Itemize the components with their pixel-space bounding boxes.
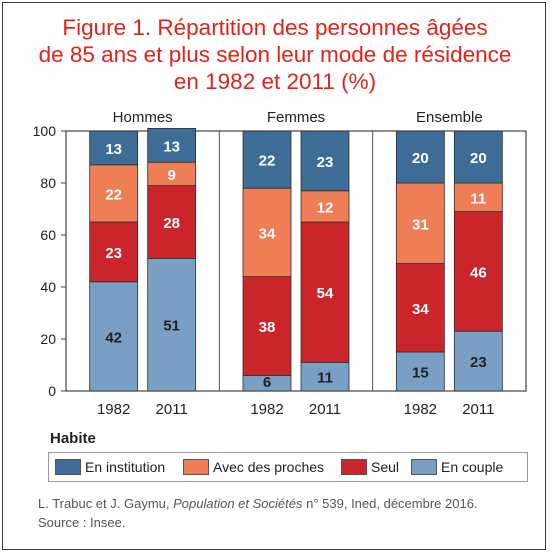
data-label: 28 bbox=[163, 215, 180, 232]
bar-segment bbox=[89, 221, 139, 283]
data-label: 34 bbox=[412, 301, 429, 318]
bar-segment bbox=[242, 130, 292, 189]
data-label: 22 bbox=[105, 186, 122, 203]
bar-segment bbox=[242, 276, 292, 376]
title-line-1: Figure 1. Répartition des personnes âgée… bbox=[62, 15, 488, 40]
legend-swatch-seul bbox=[341, 459, 367, 475]
bar-segment bbox=[395, 351, 445, 392]
legend-swatch-avec-des-proches bbox=[183, 459, 209, 475]
data-label: 9 bbox=[167, 167, 175, 184]
data-label: 23 bbox=[317, 154, 334, 171]
y-tick-label: 100 bbox=[33, 123, 57, 139]
x-tick-label: 2011 bbox=[462, 401, 494, 418]
source-rest: n° 539, Ined, décembre 2016. bbox=[302, 496, 478, 511]
bar-segment bbox=[300, 190, 350, 223]
y-tick-label: 40 bbox=[40, 279, 56, 295]
data-label: 22 bbox=[259, 153, 276, 170]
data-label: 34 bbox=[259, 225, 276, 242]
bar-segment bbox=[300, 361, 350, 392]
data-label: 11 bbox=[470, 190, 486, 207]
data-label: 20 bbox=[470, 150, 487, 167]
source-journal: Population et Sociétés bbox=[173, 496, 303, 511]
data-label: 23 bbox=[105, 245, 122, 262]
bar-segment bbox=[147, 185, 197, 259]
x-tick-label: 2011 bbox=[156, 401, 188, 418]
plot-frame bbox=[65, 130, 527, 392]
data-label: 11 bbox=[317, 370, 333, 387]
data-label: 15 bbox=[412, 365, 429, 382]
group-label: Femmes bbox=[267, 109, 325, 126]
legend: En institution Avec des proches Seul En … bbox=[48, 452, 528, 482]
data-label: 46 bbox=[470, 264, 487, 281]
data-label: 13 bbox=[163, 138, 180, 155]
bar-segment bbox=[89, 164, 139, 223]
data-label: 51 bbox=[163, 318, 180, 335]
source-line-2: Source : Insee. bbox=[38, 515, 126, 530]
y-tick-label: 20 bbox=[40, 331, 56, 347]
data-label: 42 bbox=[105, 329, 122, 346]
data-label: 13 bbox=[105, 141, 122, 158]
stacked-bar-chart: 020406080100Hommes4223221319825128913201… bbox=[33, 109, 527, 418]
y-tick-label: 60 bbox=[40, 227, 56, 243]
legend-label-avec-des-proches: Avec des proches bbox=[213, 459, 325, 475]
data-label: 12 bbox=[317, 199, 334, 216]
legend-item-avec-des-proches: Avec des proches bbox=[183, 459, 324, 475]
legend-swatch-en-institution bbox=[55, 459, 81, 475]
bar-segment bbox=[147, 257, 197, 392]
legend-title: Habite bbox=[50, 430, 96, 447]
bar-segment bbox=[395, 130, 445, 184]
x-tick-label: 1982 bbox=[250, 401, 283, 418]
legend-item-en-institution: En institution bbox=[55, 459, 165, 475]
bar-segment bbox=[300, 130, 350, 192]
bar-segment bbox=[395, 182, 445, 264]
x-tick-label: 2011 bbox=[309, 401, 341, 418]
group-label: Hommes bbox=[113, 109, 173, 126]
data-label: 20 bbox=[412, 150, 429, 167]
data-label: 31 bbox=[412, 216, 429, 233]
title-line-2: de 85 ans et plus selon leur mode de rés… bbox=[38, 42, 512, 67]
bar-segment bbox=[89, 130, 139, 166]
data-label: 38 bbox=[259, 319, 276, 336]
legend-label-en-institution: En institution bbox=[85, 459, 166, 475]
data-label: 54 bbox=[317, 285, 334, 302]
y-tick-label: 0 bbox=[48, 383, 56, 399]
group-label: Ensemble bbox=[416, 109, 483, 126]
bar-segment bbox=[453, 211, 503, 332]
legend-label-en-couple: En couple bbox=[441, 459, 504, 475]
source-note: L. Trabuc et J. Gaymu, Population et Soc… bbox=[38, 494, 538, 532]
x-tick-label: 1982 bbox=[97, 401, 130, 418]
legend-item-en-couple: En couple bbox=[411, 459, 503, 475]
legend-item-seul: Seul bbox=[341, 459, 399, 475]
title-line-3: en 1982 et 2011 (%) bbox=[173, 69, 377, 94]
bar-segment bbox=[147, 127, 197, 163]
bar-segment bbox=[89, 281, 139, 392]
legend-swatch-en-couple bbox=[411, 459, 437, 475]
y-tick-label: 80 bbox=[40, 175, 56, 191]
legend-label-seul: Seul bbox=[371, 459, 400, 475]
bar-segment bbox=[242, 187, 292, 277]
bar-segment bbox=[395, 263, 445, 353]
data-label: 23 bbox=[470, 354, 487, 371]
figure-title: Figure 1. Répartition des personnes âgée… bbox=[0, 14, 550, 95]
bar-segment bbox=[453, 130, 503, 184]
x-tick-label: 1982 bbox=[404, 401, 437, 418]
bar-segment bbox=[453, 330, 503, 392]
data-label: 6 bbox=[263, 374, 271, 391]
source-authors: L. Trabuc et J. Gaymu, bbox=[38, 496, 174, 511]
bar-segment bbox=[300, 221, 350, 363]
